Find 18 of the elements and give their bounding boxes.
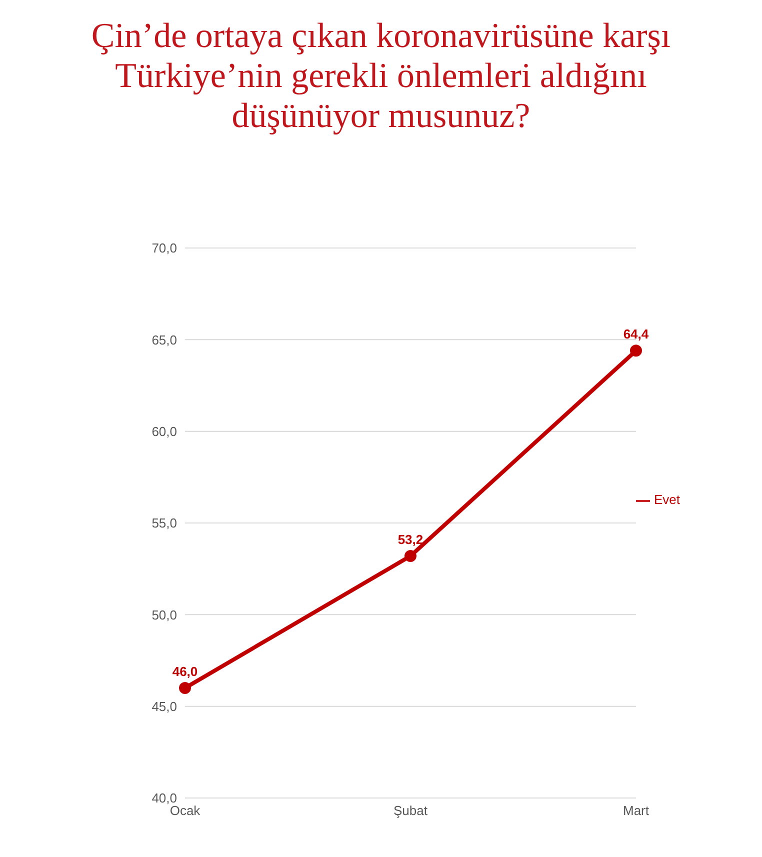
data-label: 64,4 — [623, 326, 650, 342]
chart-title: Çin’de ortaya çıkan koronavirüsüne karşı Türkiye’nin gerekli önlemleri aldığını düşünüyor musunuz? — [90, 15, 672, 137]
x-tick-label: Ocak — [170, 803, 201, 818]
y-tick-label: 50,0 — [152, 607, 177, 622]
point — [630, 344, 642, 357]
point — [179, 682, 191, 694]
x-tick-label: Şubat — [394, 803, 428, 818]
y-tick-label: 60,0 — [152, 424, 177, 439]
y-tick-label: 55,0 — [152, 516, 177, 531]
x-tick-label: Mart — [622, 803, 650, 818]
y-tick-label: 45,0 — [152, 698, 177, 714]
point — [404, 550, 416, 562]
data-label: 53,2 — [398, 532, 424, 547]
y-tick-label: 65,0 — [152, 332, 177, 348]
legend-label: Evet — [654, 492, 680, 508]
y-tick-label: 40,0 — [152, 790, 177, 806]
y-tick-label: 70,0 — [152, 240, 177, 256]
data-label: 46,0 — [172, 664, 198, 679]
